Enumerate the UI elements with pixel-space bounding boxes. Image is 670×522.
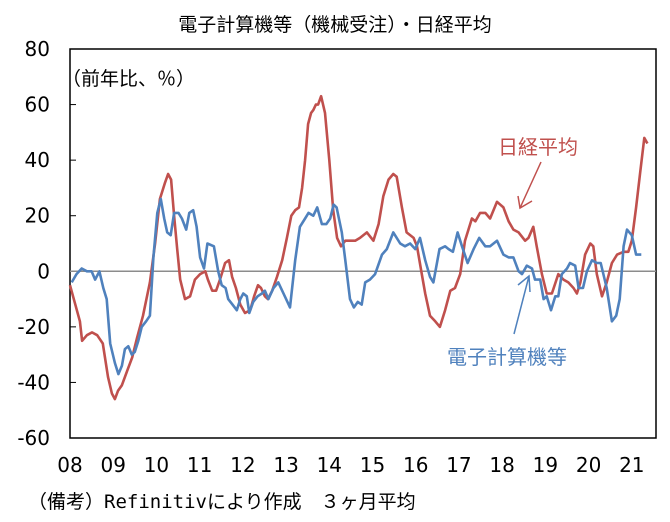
series-line-nikkei [68, 94, 649, 401]
x-tick-label: 12 [230, 453, 255, 477]
annotation-nikkei: 日経平均 [498, 135, 578, 159]
x-tick-label: 16 [403, 453, 428, 477]
annotation-nikkei-arrow [519, 161, 542, 209]
annotation-computers: 電子計算機等 [447, 345, 567, 369]
series-line-computers [70, 197, 642, 376]
y-tick-label: 80 [25, 37, 50, 61]
x-tick-label: 19 [533, 453, 558, 477]
y-tick-label: 60 [25, 93, 50, 117]
x-tick-label: 14 [317, 453, 342, 477]
x-tick-label: 10 [144, 453, 169, 477]
y-tick-label: -60 [17, 426, 50, 450]
annotation-computers-arrowhead [517, 274, 531, 293]
x-tick-label: 21 [619, 453, 644, 477]
y-tick-label: 20 [25, 204, 50, 228]
annotation-computers-arrow [513, 275, 530, 335]
x-tick-label: 11 [187, 453, 212, 477]
x-tick-label: 18 [489, 453, 514, 477]
x-tick-label: 17 [446, 453, 471, 477]
x-tick-label: 08 [57, 453, 82, 477]
y-axis-label: （前年比、％） [62, 68, 196, 90]
x-tick-label: 09 [100, 453, 125, 477]
y-tick-label: 40 [25, 148, 50, 172]
chart-title: 電子計算機等（機械受注）・日経平均 [178, 14, 492, 36]
x-tick-label: 15 [360, 453, 385, 477]
footnote: （備考）Refinitivにより作成 ３ヶ月平均 [28, 491, 416, 513]
x-tick-label: 13 [273, 453, 298, 477]
y-tick-label: -20 [17, 315, 50, 339]
x-tick-label: 20 [576, 453, 601, 477]
y-tick-label: -40 [17, 370, 50, 394]
annotation-nikkei-arrowhead [517, 195, 533, 210]
y-tick-label: 0 [37, 259, 50, 283]
plot-frame [69, 48, 657, 439]
